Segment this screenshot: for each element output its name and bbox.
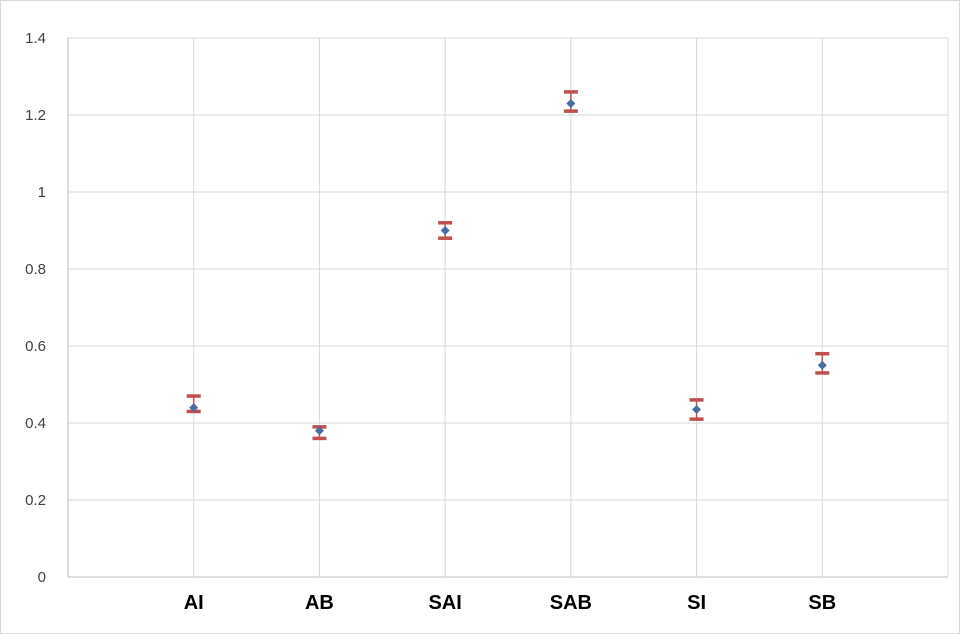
data-point xyxy=(692,405,702,415)
x-tick-label: SAI xyxy=(428,592,461,614)
x-tick-label: SAB xyxy=(550,592,592,614)
data-points xyxy=(189,98,827,436)
y-axis-ticks: 0 0.2 0.4 0.6 0.8 1 1.2 1.4 xyxy=(25,30,46,586)
x-tick-label: AB xyxy=(305,592,334,614)
y-tick-label: 0 xyxy=(38,569,46,586)
x-axis-ticks: AI AB SAI SAB SI SB xyxy=(184,592,836,614)
x-tick-label: SB xyxy=(808,592,836,614)
y-tick-label: 0.8 xyxy=(25,261,46,278)
data-point xyxy=(440,226,450,235)
y-tick-label: 1 xyxy=(38,184,46,201)
data-point xyxy=(817,360,827,370)
y-tick-label: 0.4 xyxy=(25,415,46,432)
grid-lines xyxy=(68,37,949,577)
data-point xyxy=(314,426,324,436)
axes xyxy=(67,38,948,578)
y-tick-label: 0.2 xyxy=(25,492,46,509)
error-bars xyxy=(186,90,830,441)
x-tick-label: SI xyxy=(687,592,706,614)
data-point xyxy=(566,98,576,108)
data-point xyxy=(189,403,199,413)
y-tick-label: 1.4 xyxy=(25,30,46,47)
x-tick-label: AI xyxy=(184,592,204,614)
y-tick-label: 0.6 xyxy=(25,338,46,355)
y-tick-label: 1.2 xyxy=(25,107,46,124)
